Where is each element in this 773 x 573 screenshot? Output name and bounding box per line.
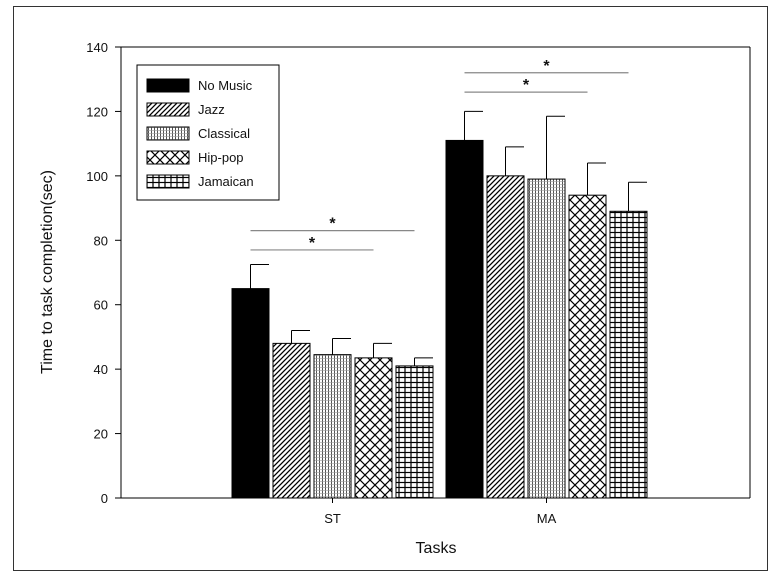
bar-jazz-st bbox=[272, 342, 311, 499]
significance-star: * bbox=[523, 77, 530, 94]
bar-classical-ma bbox=[527, 178, 566, 499]
bars bbox=[231, 139, 648, 499]
bar-jazz-ma bbox=[486, 175, 525, 499]
error-bars bbox=[250, 110, 647, 366]
legend-label: Hip-pop bbox=[198, 150, 244, 165]
legend-label: Jamaican bbox=[198, 174, 254, 189]
legend-swatch-jazz bbox=[146, 102, 190, 117]
bar-hip-pop-ma bbox=[568, 194, 607, 499]
x-tick-label: ST bbox=[324, 511, 341, 526]
y-tick-label: 0 bbox=[101, 491, 108, 506]
legend-label: No Music bbox=[198, 78, 253, 93]
significance-star: * bbox=[309, 235, 316, 252]
y-tick-label: 100 bbox=[86, 169, 108, 184]
significance-star: * bbox=[543, 58, 550, 75]
legend: No Music Jazz Classical Hip-pop Jamaican bbox=[136, 64, 280, 201]
y-axis-label: Time to task completion(sec) bbox=[39, 170, 56, 374]
y-tick-label: 60 bbox=[94, 298, 108, 313]
bar-jamaican-ma bbox=[609, 210, 648, 499]
y-ticks: 0 20 40 60 80 100 120 140 bbox=[86, 40, 121, 506]
significance-annotations: * * * * bbox=[250, 58, 629, 252]
y-tick-label: 20 bbox=[94, 427, 108, 442]
legend-swatch-classical bbox=[146, 126, 190, 141]
bar-jamaican-st bbox=[395, 365, 434, 499]
y-tick-label: 80 bbox=[94, 233, 108, 248]
y-tick-label: 40 bbox=[94, 362, 108, 377]
x-ticks: ST MA bbox=[324, 498, 557, 526]
legend-label: Jazz bbox=[198, 102, 225, 117]
y-tick-label: 140 bbox=[86, 40, 108, 55]
bar-classical-st bbox=[313, 354, 352, 499]
legend-label: Classical bbox=[198, 126, 250, 141]
y-tick-label: 120 bbox=[86, 104, 108, 119]
bar-no-music-st bbox=[231, 288, 270, 499]
legend-swatch-jamaican bbox=[146, 174, 190, 189]
legend-swatch-no-music bbox=[146, 78, 190, 93]
bar-no-music-ma bbox=[445, 139, 484, 499]
significance-star: * bbox=[329, 216, 336, 233]
x-tick-label: MA bbox=[537, 511, 557, 526]
x-axis-label: Tasks bbox=[416, 540, 457, 557]
bar-hip-pop-st bbox=[354, 357, 393, 499]
legend-swatch-hip-pop bbox=[146, 150, 190, 165]
